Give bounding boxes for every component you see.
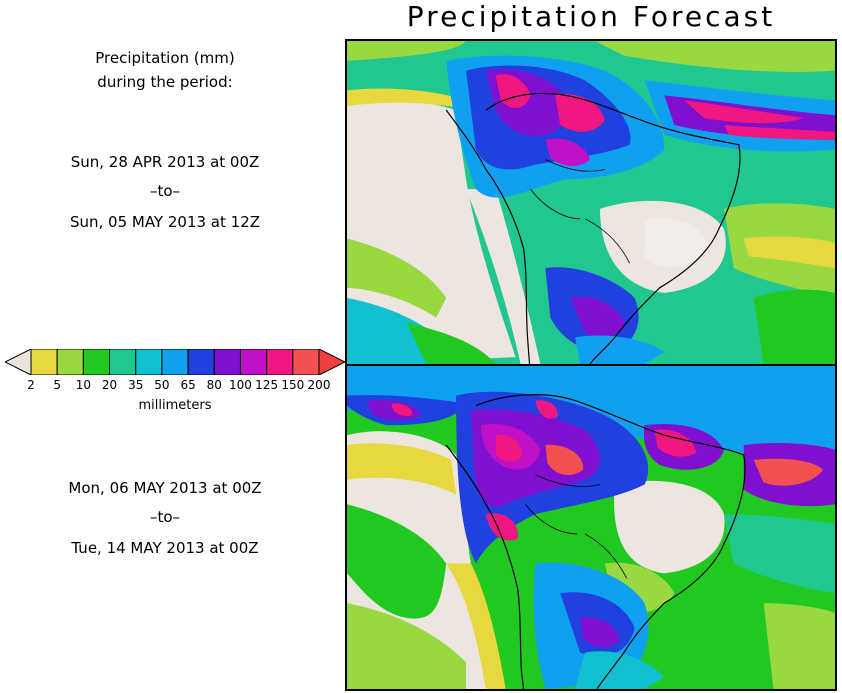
- legend-swatch: [109, 349, 137, 375]
- period2-separator: –to–: [149, 508, 181, 526]
- legend-tick-label: 100: [229, 378, 252, 392]
- color-legend-bar: [5, 349, 345, 375]
- period2-end: Tue, 14 MAY 2013 at 00Z: [71, 539, 259, 557]
- legend-header-line2: during the period:: [97, 73, 233, 91]
- legend-swatch: [82, 349, 111, 375]
- legend-tick-label: 125: [255, 378, 279, 392]
- period1-end: Sun, 05 MAY 2013 at 12Z: [69, 213, 261, 231]
- legend-swatch: [213, 349, 241, 375]
- legend-above-arrow: [318, 349, 345, 375]
- map-title: Precipitation Forecast: [406, 0, 776, 33]
- legend-tick-label: 200: [307, 378, 331, 392]
- legend-tick-label: 2: [27, 378, 35, 392]
- legend-tick-label: 65: [180, 378, 196, 392]
- legend-header-line1: Precipitation (mm): [95, 49, 235, 67]
- legend-swatch: [187, 349, 215, 375]
- legend-swatch: [135, 349, 163, 375]
- legend-swatch: [239, 349, 268, 375]
- map-panel-period1: [345, 39, 837, 366]
- legend-tick-label: 5: [53, 378, 61, 392]
- legend-swatch: [266, 349, 294, 375]
- legend-tick-label: 150: [281, 378, 305, 392]
- legend-units: millimeters: [138, 398, 212, 413]
- legend-tick-label: 35: [128, 378, 144, 392]
- legend-tick-label: 50: [154, 378, 170, 392]
- legend-swatch: [56, 349, 84, 375]
- period1-separator: –to–: [149, 182, 181, 200]
- legend-swatch: [292, 349, 320, 375]
- legend-tick-label: 20: [101, 378, 118, 392]
- legend-tick-label: 10: [75, 378, 91, 392]
- legend-tick-label: 80: [206, 378, 222, 392]
- map-panel-period2: [345, 364, 837, 691]
- period1-start: Sun, 28 APR 2013 at 00Z: [70, 153, 260, 171]
- legend-tick-labels: 2 5 10 20 35 50 65 80 100 125 150 200: [0, 378, 345, 394]
- legend-swatch: [161, 349, 189, 375]
- period2-start: Mon, 06 MAY 2013 at 00Z: [68, 479, 262, 497]
- legend-below-arrow: [5, 349, 32, 375]
- legend-swatch: [30, 349, 58, 375]
